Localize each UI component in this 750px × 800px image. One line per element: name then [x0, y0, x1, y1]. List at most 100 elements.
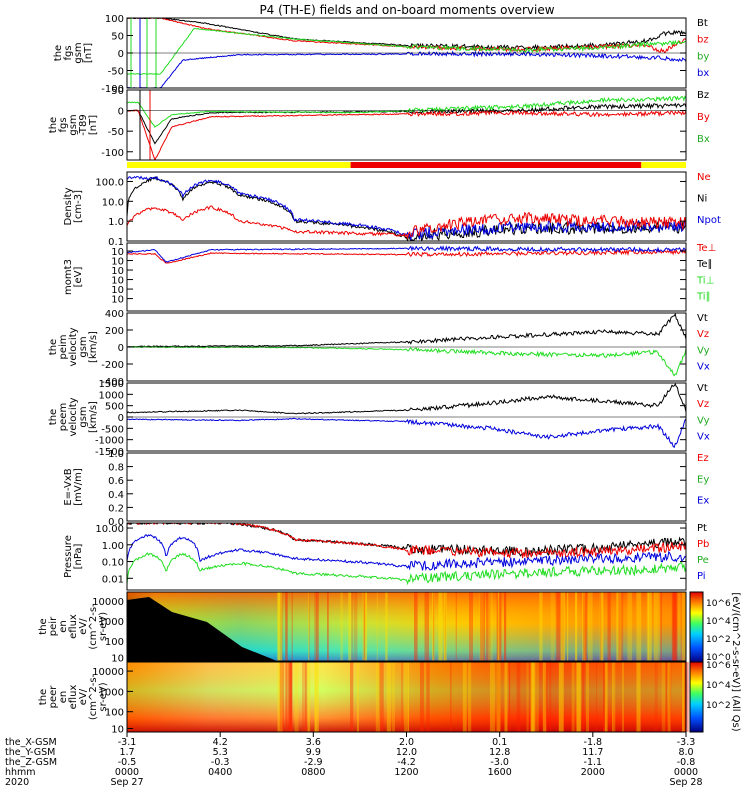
series-line-te	[127, 248, 686, 264]
y-tick-label: 10	[111, 247, 124, 258]
heatmap-streak	[526, 662, 529, 732]
heatmap-streak	[391, 662, 395, 732]
x-tick-label: -4.2	[397, 757, 416, 768]
colorbar-tick-label: 10^6	[706, 599, 731, 609]
x-tick-label: 12.0	[396, 747, 417, 758]
y-tick-label: 0.10	[102, 558, 124, 569]
y-axis-label-line: en	[58, 691, 69, 704]
heatmap-dark-region	[127, 597, 277, 661]
x-tick-label: -0.3	[211, 757, 230, 768]
heatmap-streak	[496, 662, 501, 732]
x-row-label: the_Z-GSM	[5, 757, 57, 768]
y-tick-label: -200	[101, 360, 124, 371]
heatmap-streak	[583, 592, 586, 661]
heatmap-streak	[279, 662, 284, 732]
legend-entry: Ti⊥	[696, 275, 714, 286]
x-axis-labels: the_X-GSMthe_Y-GSMthe_Z-GSMhhmm2020-3.11…	[5, 732, 703, 788]
legend-entry: Vy	[697, 415, 710, 426]
heatmap-streak	[516, 662, 521, 732]
series-line-bt	[127, 18, 686, 51]
series-line-by	[127, 109, 686, 160]
y-tick-label: -100	[101, 148, 124, 159]
x-tick-label: -0.5	[118, 757, 137, 768]
y-tick-label: 10	[111, 285, 124, 296]
y-axis-label-line: [nT]	[88, 115, 99, 135]
heatmap-streak	[480, 592, 485, 661]
heatmap-streak	[531, 662, 536, 732]
heatmap-streak	[315, 662, 317, 732]
y-tick-label: 0	[118, 49, 124, 60]
panel-peim-velocity: 4002000-200-400thepeimvelocitygsm[km/s]V…	[48, 309, 710, 388]
series-line-vy	[127, 346, 686, 377]
y-tick-label: 100	[105, 637, 124, 648]
heatmap-streak	[636, 592, 642, 661]
heatmap-streak	[582, 662, 585, 732]
heatmap-streak	[280, 662, 283, 732]
heatmap-streak	[496, 592, 502, 661]
heatmap-streak	[612, 662, 616, 732]
x-tick-label: 0800	[301, 767, 325, 778]
heatmap-streak	[612, 662, 614, 732]
legend-entry: Ne	[697, 172, 711, 183]
heatmap-streak	[682, 662, 685, 732]
heatmap-streak	[302, 662, 306, 732]
x-tick-label: 12.8	[489, 747, 510, 758]
y-tick-label: 100	[105, 14, 124, 25]
mode-bar-segment	[127, 162, 351, 168]
legend-entry: bx	[697, 68, 709, 79]
heatmap-streak	[308, 592, 310, 661]
x-tick-label: -3.0	[490, 757, 509, 768]
heatmap-streak	[584, 592, 588, 661]
series-line-bx	[127, 50, 686, 88]
x-tick-label: -3.3	[677, 737, 696, 748]
legend-entry: Vt	[697, 313, 708, 324]
heatmap-streak	[556, 592, 561, 661]
heatmap-streak	[660, 592, 662, 661]
y-tick-label: -100	[101, 84, 124, 95]
heatmap-streak	[495, 662, 497, 732]
panel-frame	[126, 522, 687, 591]
y-tick-label: 200	[105, 326, 124, 337]
y-tick-label: 1.0	[108, 217, 124, 228]
y-tick-label: 1.0	[108, 449, 124, 460]
heatmap-streak	[567, 592, 569, 661]
heatmap-streak	[401, 662, 403, 732]
legend-entry: Te⊥	[696, 243, 716, 254]
legend-entry: Bz	[697, 90, 709, 101]
heatmap-streak	[385, 592, 388, 661]
heatmap-streak	[622, 662, 624, 732]
legend-entry: Pt	[697, 523, 707, 534]
mode-bar	[127, 162, 686, 168]
panel-frame	[126, 242, 687, 312]
plot-title: P4 (TH-E) fields and on-board moments ov…	[259, 3, 554, 17]
y-axis-label: thefgsgsm-T89[nT]	[48, 114, 99, 136]
y-tick-label: 100	[105, 708, 124, 719]
y-axis-label-line: eflux	[68, 685, 79, 710]
heatmap-streak	[681, 662, 686, 732]
y-tick-label: -400	[101, 377, 124, 388]
heatmap-streak	[362, 592, 367, 661]
heatmap-streak	[560, 592, 565, 661]
legend-entry: Vx	[697, 432, 710, 443]
heatmap-streak	[468, 662, 472, 732]
heatmap-streak	[285, 592, 288, 661]
x-tick-label: -1.1	[584, 757, 603, 768]
x-tick-label: 1.7	[119, 747, 134, 758]
heatmap-streak	[407, 662, 409, 732]
heatmap-streak	[443, 592, 446, 661]
y-tick-label: -50	[108, 127, 124, 138]
heatmap-streak	[575, 662, 581, 732]
heatmap-streak	[627, 592, 633, 661]
panel-density: 100.0 10.0 1.0 0.1 Density[cm-3] Ne Ni Npot	[63, 171, 721, 248]
heatmap-streak	[582, 592, 585, 661]
panels-group: 100500-50-100thefgsgsm[nT]Btbzbybx500-50…	[48, 14, 721, 591]
heatmap-streak	[665, 662, 668, 732]
x-row-label: 2020	[5, 777, 29, 788]
y-axis-label-line: peir	[48, 616, 59, 636]
heatmap-streak	[653, 592, 658, 661]
legend-entry: Vy	[697, 345, 710, 356]
y-tick-label: 0	[118, 343, 124, 354]
y-axis-label-line: (cm^2-s-	[88, 673, 99, 720]
